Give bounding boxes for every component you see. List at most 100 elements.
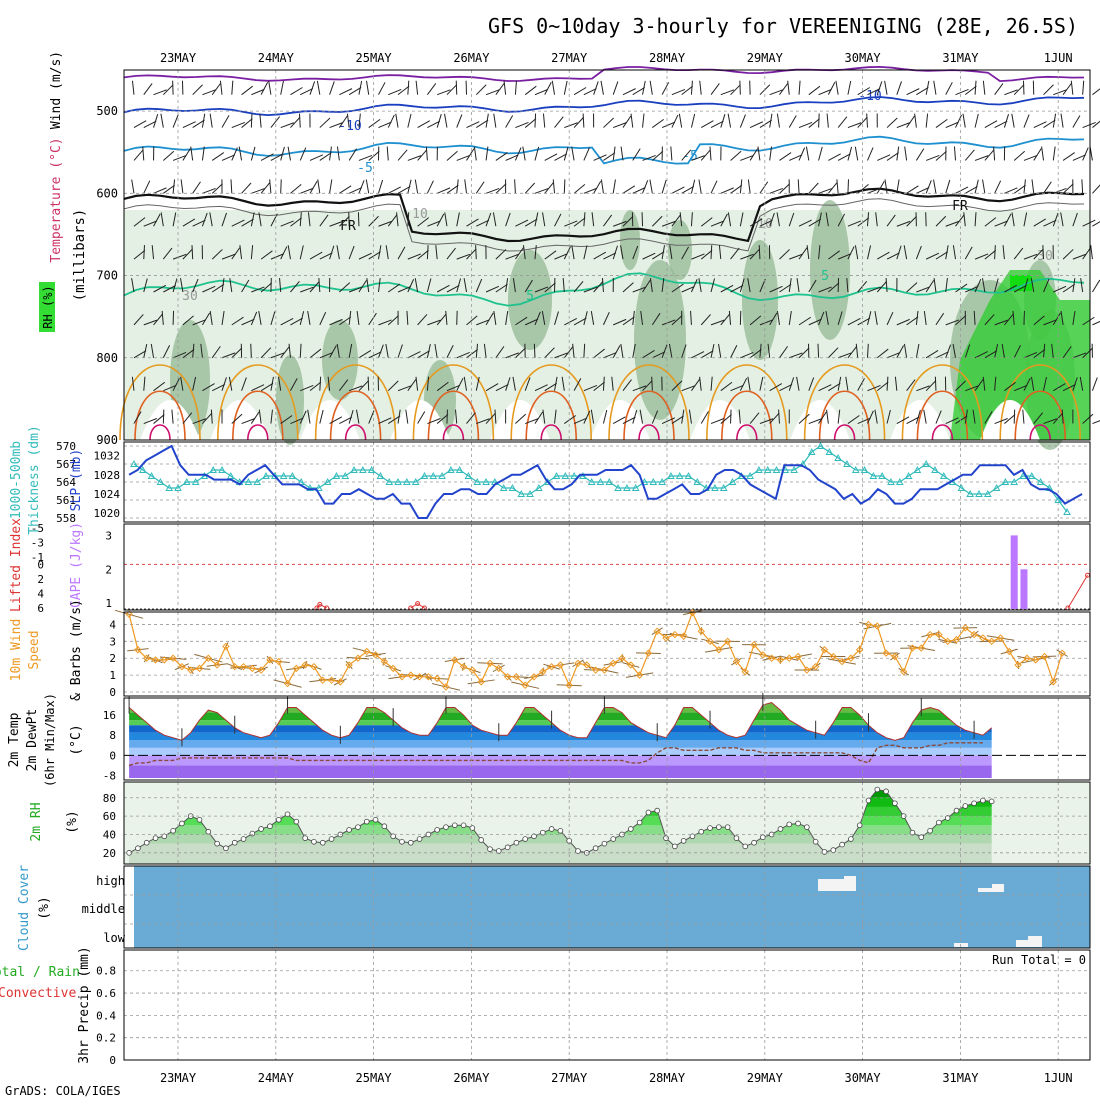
date-label-top: 1JUN <box>1044 51 1073 65</box>
rh-point <box>716 825 721 830</box>
wind-barb <box>818 344 819 358</box>
contour-minus10 <box>124 97 1084 115</box>
rh-point <box>664 836 669 841</box>
lifted-index-point <box>1066 606 1070 610</box>
rh-point <box>980 798 985 803</box>
label-lifted-index: Lifted Index <box>9 518 24 612</box>
rh-point <box>347 827 352 832</box>
wind-tick-label: 0 <box>109 686 116 699</box>
rh-dark-blob <box>322 320 358 400</box>
wind-barb <box>161 114 163 128</box>
lifted-index-line <box>1068 575 1088 608</box>
slp-tick-label: 1032 <box>94 450 121 463</box>
cape-tick-label: 1 <box>105 597 112 610</box>
wind-barb <box>534 344 535 358</box>
rh-point <box>725 825 730 830</box>
wind-barb <box>963 114 965 128</box>
rh-point <box>197 817 202 822</box>
wind-barb <box>897 81 902 94</box>
wind-barb <box>1092 183 1100 193</box>
slp-tick-label: 1024 <box>94 488 121 501</box>
rh-point <box>356 825 361 830</box>
wind-barb <box>1073 115 1080 127</box>
wind-barb <box>574 184 585 193</box>
wind-barb <box>290 184 301 193</box>
wind-barb <box>662 82 669 94</box>
date-label-bottom: 31MAY <box>942 1071 979 1085</box>
wind-barb <box>758 147 760 161</box>
rh-point <box>241 837 246 842</box>
wind-barb <box>408 156 421 161</box>
temp-tick-label: -8 <box>103 769 116 782</box>
li-tick-label: 6 <box>37 602 44 615</box>
wind-barb <box>642 212 643 226</box>
cloud-level-label: high <box>96 874 125 888</box>
li-tick-label: 0 <box>37 558 44 571</box>
wind-barb <box>300 148 306 161</box>
rh-point <box>796 821 801 826</box>
rh-point <box>215 841 220 846</box>
wind-barb <box>631 114 633 128</box>
wind-barb <box>572 147 574 161</box>
wind-barb <box>907 186 919 194</box>
rh-point <box>329 837 334 842</box>
wind-barb <box>457 115 462 128</box>
lifted-index-point <box>409 606 413 610</box>
temp-band <box>124 725 1090 733</box>
rh-tick-label: 40 <box>103 828 116 841</box>
rh-point <box>857 823 862 828</box>
wind-barb <box>613 180 615 194</box>
wind-barb <box>691 81 692 95</box>
wind-barb <box>1012 114 1014 128</box>
date-label-top: 26MAY <box>453 51 490 65</box>
wind-barb <box>260 114 261 128</box>
temp-tick-label: 0 <box>109 749 116 762</box>
wind-barb <box>701 150 710 161</box>
wind-barb <box>777 114 779 128</box>
rh-dark-blob <box>276 355 304 445</box>
wind-barb <box>613 81 618 94</box>
wind-barb <box>701 121 713 128</box>
rh-point <box>303 836 308 841</box>
cape-panel-frame <box>124 524 1090 610</box>
wind-barb <box>525 183 534 193</box>
wind-barb <box>965 150 974 161</box>
rh-fill-base <box>124 210 1090 440</box>
wind-barb <box>711 83 719 94</box>
wind-barb <box>271 117 280 128</box>
wind-barb <box>239 147 241 161</box>
temp-band <box>124 733 1090 741</box>
temp-band <box>124 755 1090 765</box>
panels-layer: 23MAY23MAY24MAY24MAY25MAY25MAY26MAY26MAY… <box>0 51 1100 1085</box>
wind-barb <box>711 181 717 194</box>
wind-barb <box>134 121 146 128</box>
wind-barb <box>934 180 936 194</box>
rh-point <box>963 804 968 809</box>
lifted-index-point <box>1086 573 1090 577</box>
run-total: Run Total = 0 <box>992 953 1086 967</box>
rh-point <box>461 823 466 828</box>
wind-barb <box>650 180 652 194</box>
wind-barb <box>855 147 857 161</box>
wind-barb <box>408 180 411 194</box>
wind-barb <box>418 150 427 161</box>
temp-band <box>124 720 1090 725</box>
wind-barb <box>143 146 144 160</box>
rh-point <box>224 846 229 851</box>
rh-point <box>602 841 607 846</box>
wind-barb <box>378 82 385 94</box>
wind-barb <box>261 182 270 193</box>
wind-barb <box>594 181 601 193</box>
wind-barb <box>806 147 808 161</box>
wind-barb <box>671 146 672 160</box>
wind-barb <box>515 179 516 193</box>
wind-barb <box>867 148 873 161</box>
wind-barb <box>721 114 725 127</box>
wind-barb <box>946 180 950 193</box>
wind-barb <box>545 182 554 193</box>
wind-barb <box>789 115 796 127</box>
wind-barb <box>465 179 467 193</box>
wind-barb <box>445 114 447 128</box>
rh-point <box>628 827 633 832</box>
wind-barb <box>494 114 496 128</box>
